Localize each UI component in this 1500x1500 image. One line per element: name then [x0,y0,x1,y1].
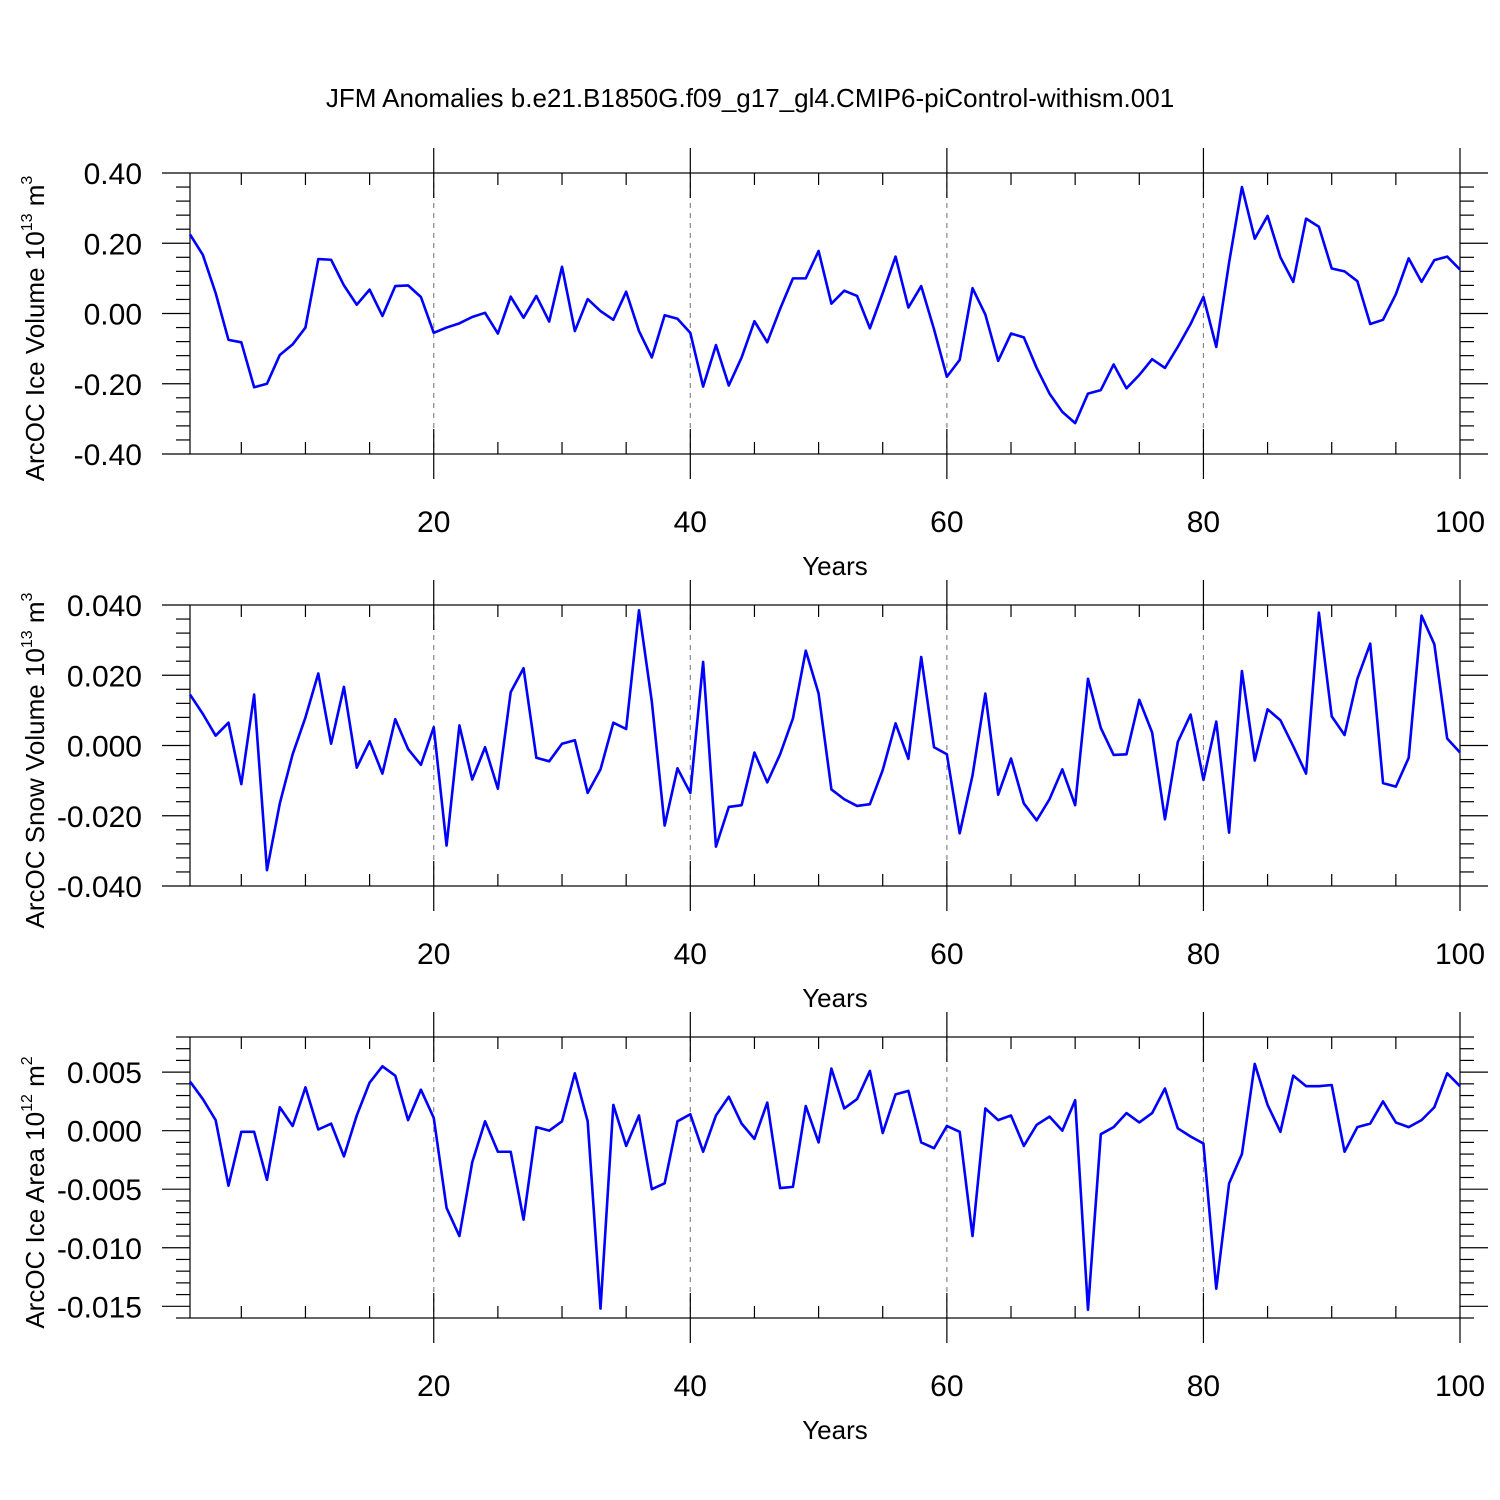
panel-1: -0.40 -0.20 0.00 0.20 0.40 20 40 60 80 100 Years Ar… [19,148,1488,581]
y-tick-label: 0.040 [67,590,142,623]
series-line [188,1062,1461,1312]
panel-2: -0.040 -0.020 0.000 0.020 0.040 20 40 60 80 100 Ye… [19,580,1488,1013]
y-axis-title-exponent: 12 [19,1094,36,1112]
y-axis-title-unit: m [20,601,50,630]
y-axis-title-text: ArcOC Snow Volume 10 [20,648,50,928]
y-tick-label: -0.015 [57,1291,142,1324]
y-axis-title-text: ArcOC Ice Area 10 [20,1112,50,1329]
y-axis-title-unit-exponent: 3 [19,176,36,185]
x-tick-label: 100 [1435,506,1485,539]
x-tick-label: 60 [930,938,963,971]
x-axis-title: Years [802,983,868,1013]
y-axis-title-unit: m [20,1065,50,1094]
x-tick-label: 100 [1435,1370,1485,1403]
x-axis-title: Years [802,1415,868,1445]
x-tick-label: 80 [1187,1370,1220,1403]
y-tick-label: 0.000 [67,1116,142,1149]
x-tick-label: 20 [417,1370,450,1403]
y-axis-title: ArcOC Snow Volume 1013 m3 [19,592,50,928]
y-tick-label: 0.020 [67,660,142,693]
y-axis-title-exponent: 13 [19,213,36,231]
figure-title: JFM Anomalies b.e21.B1850G.f09_g17_gl4.C… [326,83,1174,113]
panels: -0.40 -0.20 0.00 0.20 0.40 20 40 60 80 100 Years Ar… [19,148,1488,1445]
panel-3: -0.015 -0.010 -0.005 0.000 0.005 20 40 60 80 100 Y… [19,1012,1488,1445]
y-tick-label: -0.010 [57,1233,142,1266]
y-axis-title-exponent: 13 [19,630,36,648]
y-axis-title-unit-exponent: 3 [19,592,36,601]
x-tick-label: 40 [674,938,707,971]
y-tick-label: -0.005 [57,1174,142,1207]
y-tick-label: 0.000 [67,731,142,764]
x-tick-label: 80 [1187,506,1220,539]
x-tick-label: 80 [1187,938,1220,971]
plot-frame [189,1036,1461,1319]
y-tick-label: -0.20 [74,369,142,402]
x-axis-title: Years [802,551,868,581]
y-axis-title-text: ArcOC Ice Volume 10 [20,231,50,481]
x-tick-label: 60 [930,506,963,539]
x-tick-label: 20 [417,506,450,539]
series-line [188,608,1461,872]
series-line [188,185,1461,425]
y-axis-title-unit: m [20,185,50,214]
y-tick-label: -0.020 [57,801,142,834]
y-tick-label: -0.40 [74,439,142,472]
y-axis-title-unit-exponent: 2 [19,1056,36,1065]
y-axis-title: ArcOC Ice Area 1012 m2 [19,1056,50,1328]
y-tick-label: 0.005 [67,1057,142,1090]
y-tick-label: 0.00 [84,299,142,332]
y-tick-label: 0.20 [84,228,142,261]
y-tick-label: 0.40 [84,158,142,191]
x-tick-label: 40 [674,506,707,539]
y-tick-label: -0.040 [57,871,142,904]
x-tick-label: 100 [1435,938,1485,971]
x-tick-label: 60 [930,1370,963,1403]
y-axis-title: ArcOC Ice Volume 1013 m3 [19,176,50,482]
x-tick-label: 20 [417,938,450,971]
x-tick-label: 40 [674,1370,707,1403]
